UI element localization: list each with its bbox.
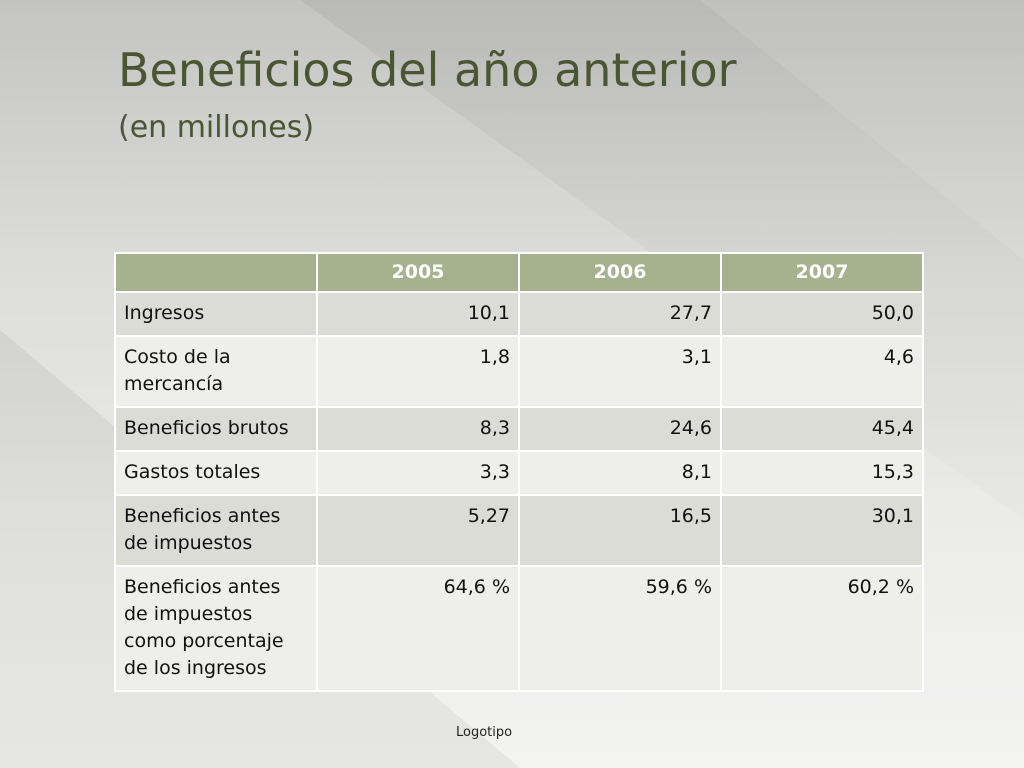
table-cell: 45,4 [720, 406, 924, 452]
table-cell: 64,6 % [316, 565, 520, 692]
table-cell: 16,5 [518, 494, 722, 567]
table-cell: 1,8 [316, 335, 520, 408]
table-cell: 10,1 [316, 291, 520, 337]
table-row: Costo de la mercancía 1,8 3,1 4,6 [114, 335, 924, 408]
table-cell: 8,3 [316, 406, 520, 452]
table-header-row: 2005 2006 2007 [114, 252, 924, 293]
profits-table: 2005 2006 2007 Ingresos 10,1 27,7 50,0 C… [114, 252, 924, 692]
row-label: Beneficios antes de impuestos [114, 494, 318, 567]
row-label: Beneficios antes de impuestos como porce… [114, 565, 318, 692]
row-label: Costo de la mercancía [114, 335, 318, 408]
table-row: Gastos totales 3,3 8,1 15,3 [114, 450, 924, 496]
table-cell: 59,6 % [518, 565, 722, 692]
table-cell: 5,27 [316, 494, 520, 567]
header-cell-blank [114, 252, 318, 293]
table-cell: 60,2 % [720, 565, 924, 692]
table-cell: 4,6 [720, 335, 924, 408]
row-label: Ingresos [114, 291, 318, 337]
row-label: Gastos totales [114, 450, 318, 496]
table-cell: 15,3 [720, 450, 924, 496]
table-cell: 30,1 [720, 494, 924, 567]
table-cell: 3,3 [316, 450, 520, 496]
header-cell-year: 2006 [518, 252, 722, 293]
table-cell: 8,1 [518, 450, 722, 496]
table-cell: 27,7 [518, 291, 722, 337]
table-cell: 24,6 [518, 406, 722, 452]
table-row: Beneficios brutos 8,3 24,6 45,4 [114, 406, 924, 452]
table-row: Beneficios antes de impuestos como porce… [114, 565, 924, 692]
header-cell-year: 2005 [316, 252, 520, 293]
table-cell: 50,0 [720, 291, 924, 337]
table-row: Ingresos 10,1 27,7 50,0 [114, 291, 924, 337]
slide-subtitle: (en millones) [118, 110, 315, 145]
header-cell-year: 2007 [720, 252, 924, 293]
row-label: Beneficios brutos [114, 406, 318, 452]
table-row: Beneficios antes de impuestos 5,27 16,5 … [114, 494, 924, 567]
table-cell: 3,1 [518, 335, 722, 408]
footer-logo-text: Logotipo [456, 725, 513, 740]
slide-title: Beneficios del año anterior [118, 43, 737, 97]
